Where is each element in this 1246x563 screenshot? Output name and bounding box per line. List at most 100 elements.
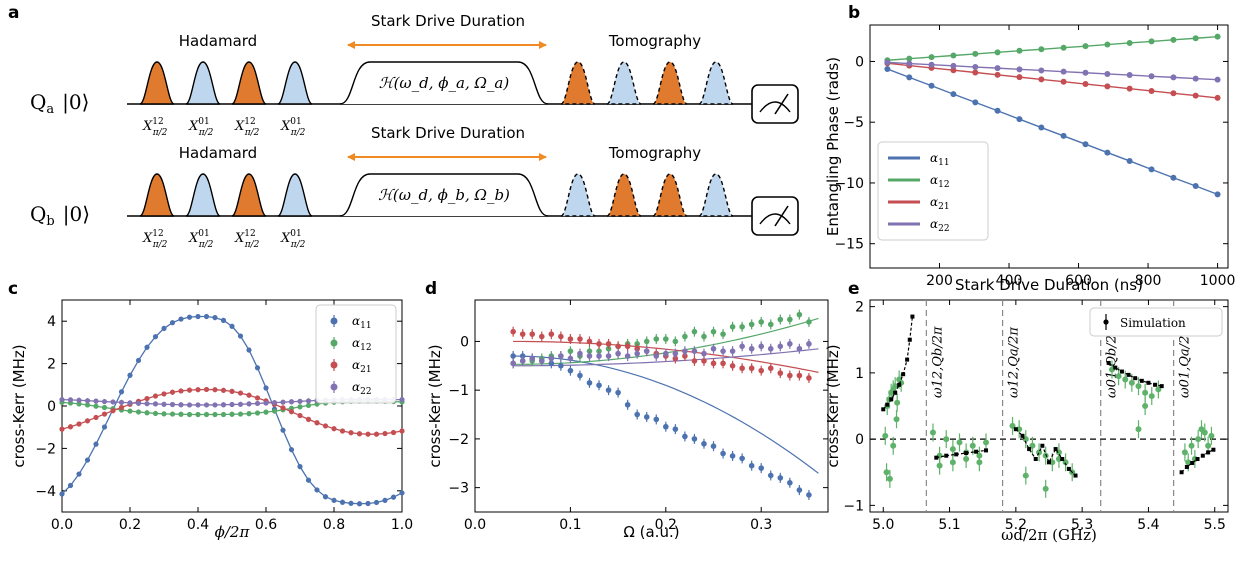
pulse-label: X01 π/2 (280, 229, 306, 250)
y-tick-label: −5 (843, 115, 864, 131)
data-point (720, 331, 726, 337)
y-axis-label: cross-Kerr (MHz) (426, 344, 444, 467)
data-point (567, 355, 574, 362)
y-tick-label: −1 (448, 383, 469, 399)
data-point (76, 397, 82, 403)
data-point (305, 398, 312, 404)
simulation-point (934, 455, 939, 460)
data-point (605, 353, 612, 359)
x-tick-label: 5.2 (1005, 517, 1027, 533)
simulation-point (954, 452, 959, 457)
data-point (586, 380, 593, 386)
data-point (254, 410, 261, 416)
experiment-point (1205, 442, 1212, 449)
data-point (529, 331, 536, 337)
data-point (682, 433, 688, 440)
simulation-point (1119, 369, 1124, 374)
experiment-point (1042, 485, 1049, 492)
data-point (950, 62, 957, 69)
simulation-point (984, 448, 989, 453)
data-point (596, 341, 602, 347)
data-point (280, 399, 286, 405)
meter-arc (759, 213, 791, 225)
data-point (237, 333, 244, 339)
y-tick-label: 0 (855, 54, 864, 70)
data-point (663, 350, 669, 357)
data-point (767, 345, 774, 352)
data-point (144, 410, 150, 416)
data-point (127, 372, 133, 378)
data-point (577, 350, 583, 357)
x-tick-label: 0.3 (750, 517, 772, 533)
pulse-label: X12 π/2 (142, 117, 168, 138)
data-point (93, 414, 99, 421)
x-tick-label: 0.4 (187, 517, 209, 533)
data-point (1038, 46, 1045, 53)
data-point (339, 428, 346, 434)
data-point (144, 401, 150, 407)
data-point (399, 490, 405, 496)
data-point (169, 320, 176, 326)
experiment-point (1195, 436, 1202, 443)
measurement-box (751, 196, 799, 236)
data-point (710, 360, 717, 367)
experiment-point (976, 459, 983, 466)
data-point (994, 49, 1001, 56)
data-point (615, 343, 621, 350)
data-point (758, 343, 765, 350)
data-point (178, 316, 184, 322)
data-point (1104, 149, 1111, 156)
data-point (169, 401, 176, 408)
legend-label: α22 (352, 380, 372, 397)
data-point (1060, 132, 1067, 139)
data-point (1082, 69, 1089, 76)
y-tick-label: 2 (855, 300, 864, 316)
data-point (220, 387, 227, 393)
data-point (127, 400, 133, 406)
data-point (339, 499, 346, 505)
data-point (586, 338, 593, 345)
data-point (1170, 174, 1177, 181)
data-point (76, 471, 82, 477)
data-point (1060, 78, 1067, 85)
data-point (787, 316, 793, 323)
hadamard-pulse (185, 173, 221, 217)
data-point (663, 423, 669, 430)
y-tick-label: 1 (855, 366, 864, 382)
legend-swatch (1103, 319, 1109, 325)
pulse-label: X12 π/2 (234, 117, 260, 138)
experiment-point (892, 383, 899, 390)
data-point (1192, 75, 1199, 82)
data-point (884, 59, 891, 66)
data-point (994, 107, 1001, 114)
axes-frame (869, 24, 1229, 269)
experiment-point (956, 439, 963, 446)
data-point (758, 465, 765, 471)
data-point (767, 321, 774, 328)
data-point (195, 411, 201, 418)
simulation-point (885, 402, 890, 407)
data-point (558, 333, 564, 340)
circuit-diagram: Qa |0⟩ Hadamard Stark Drive Duration Tomogra… (30, 12, 799, 250)
legend-swatch (330, 317, 338, 325)
data-point (288, 409, 295, 415)
data-point (152, 334, 159, 340)
data-point (246, 401, 252, 407)
stark-drive-label: Stark Drive Duration (371, 12, 525, 30)
data-point (373, 499, 380, 506)
data-point (548, 331, 555, 337)
experiment-point (1135, 426, 1142, 433)
y-axis-label: cross-Kerr (MHz) (824, 344, 842, 467)
experiment-point (1122, 376, 1129, 383)
experiment-point (1036, 449, 1043, 456)
plot-e: 5.0 5.1 5.2 5.3 5.4 5.5 2 1 0 −1 ω12,Qb/2π ω12,Qa/2… (824, 299, 1229, 544)
data-point (691, 436, 698, 442)
simulation-point (1146, 380, 1151, 385)
simulation-point (974, 449, 979, 454)
data-point (928, 54, 935, 61)
data-point (643, 338, 650, 345)
experiment-point (882, 432, 889, 439)
data-point (84, 398, 91, 404)
x-tick-label: 5.3 (1071, 517, 1093, 533)
data-point (1016, 47, 1023, 54)
